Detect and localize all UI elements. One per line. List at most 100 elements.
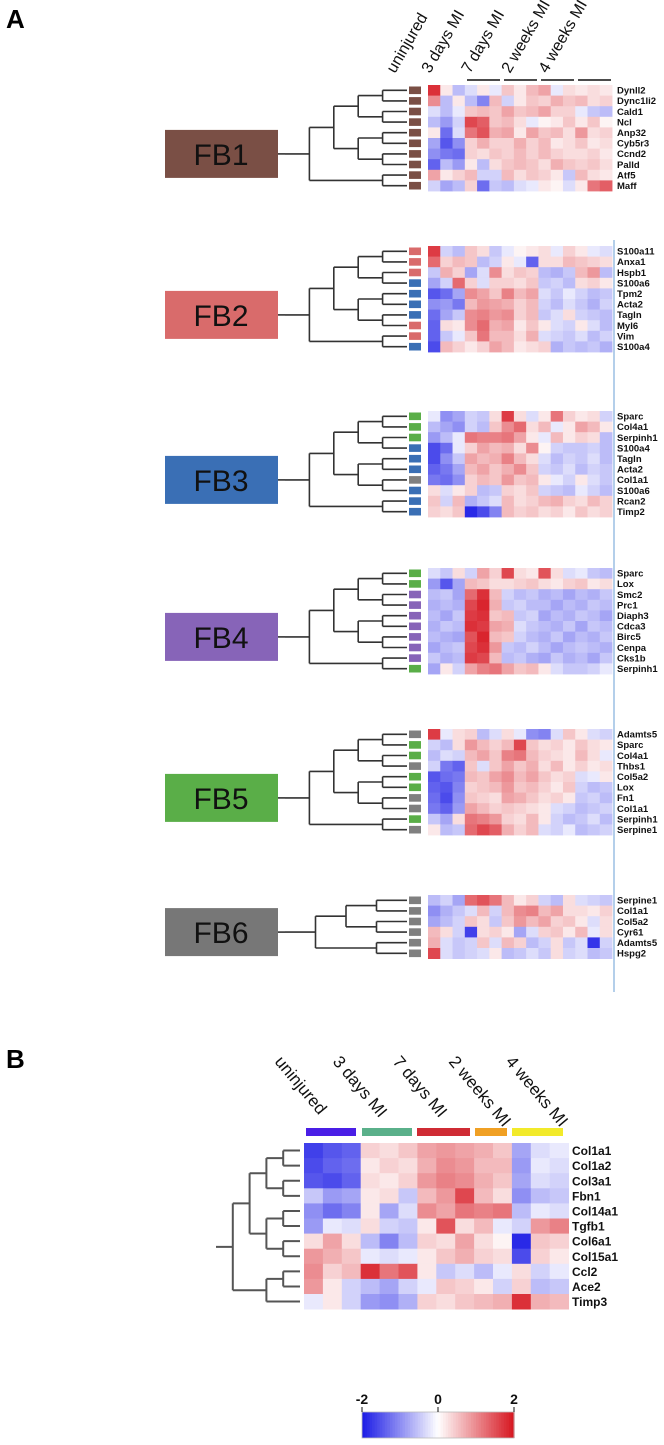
heatmap-cell [587,610,601,622]
heatmap-cell [538,663,552,675]
gene-label: Col3a1 [572,1174,612,1188]
heatmap-cell [513,116,527,128]
heatmap-cell [562,739,576,751]
heatmap-cell [550,169,564,181]
heatmap-cell [575,485,588,497]
cluster-label: FB2 [193,300,248,333]
heatmap-cell [452,106,466,118]
heatmap-cell [501,760,515,772]
cluster-marker [409,938,421,947]
heatmap-cell [587,180,601,192]
cluster-marker [409,741,421,749]
heatmap-cell [599,309,613,321]
heatmap-cell [477,771,490,783]
heatmap-cell [575,663,588,675]
gene-label: Tgfb1 [572,1220,605,1234]
heatmap-cell [489,589,503,601]
heatmap-cell [538,782,552,793]
heatmap-cell [550,792,564,804]
cluster-marker [409,590,421,599]
heatmap-cell [587,926,601,938]
colorbar-segment [453,1412,457,1438]
gene-label: Palld [617,160,640,171]
heatmap-cell [489,411,503,422]
heatmap-cell [587,578,601,590]
heatmap-cell [575,506,588,518]
heatmap-cell [538,246,552,257]
gene-label: S100a6 [617,278,650,289]
heatmap-cell [489,739,503,751]
heatmap-cell [464,729,478,740]
heatmap-cell [452,256,466,268]
heatmap-cell [587,506,601,518]
heatmap-cell [513,916,527,928]
heatmap-cell [549,1143,569,1159]
heatmap-cell [464,169,478,181]
heatmap-cell [599,116,613,128]
colorbar-segment [397,1412,401,1438]
heatmap-cell [550,652,564,664]
heatmap-cell [530,1278,551,1295]
heatmap-cell [599,631,613,643]
heatmap-cell [587,937,601,949]
heatmap-cell [464,792,478,804]
heatmap-cell [575,631,588,643]
cluster-marker [409,258,421,266]
heatmap-cell [575,895,588,906]
colorbar-segment [440,1412,444,1438]
heatmap-cell [526,95,539,107]
heatmap-cell [464,750,478,762]
heatmap-cell [513,663,527,675]
heatmap-cell [501,782,515,793]
heatmap-cell [464,610,478,622]
heatmap-cell [464,895,478,906]
heatmap-cell [474,1203,494,1219]
heatmap-cell [428,905,441,917]
heatmap-cell [452,95,466,107]
heatmap-cell [428,485,441,497]
colorbar-segment [415,1412,419,1438]
heatmap-cell [575,771,588,783]
heatmap-cell [526,309,539,321]
heatmap-cell [477,95,490,107]
heatmap-cell [452,288,466,300]
heatmap-cell [489,85,503,96]
heatmap-cell [477,485,490,497]
heatmap-cell [417,1248,437,1265]
heatmap-cell [452,421,466,433]
heatmap-cell [526,824,539,836]
heatmap-cell [587,442,601,454]
heatmap-cell [440,760,453,772]
heatmap-cell [417,1188,437,1204]
cluster-marker [409,794,421,802]
heatmap-cell [428,813,441,825]
colorbar-segment [506,1412,510,1438]
heatmap-cell [455,1143,475,1159]
heatmap-cell [440,159,453,171]
heatmap-cell [304,1188,324,1204]
heatmap-cell [489,330,503,342]
heatmap-cell [562,95,576,107]
heatmap-cell [464,652,478,664]
colorbar-segment [493,1412,497,1438]
heatmap-cell [440,506,453,518]
heatmap-cell [477,750,490,762]
heatmap-cell [550,495,564,507]
heatmap-cell [489,256,503,268]
heatmap-cell [360,1263,380,1280]
gene-label: Timp3 [572,1295,607,1309]
heatmap-cell [464,589,478,601]
gene-label: S100a6 [617,486,650,497]
heatmap-cell [474,1263,494,1280]
heatmap-cell [513,771,527,783]
heatmap-cell [501,148,515,160]
cluster-box-fb4 [165,612,278,661]
cluster-marker [409,150,421,158]
heatmap-cell [493,1294,513,1310]
colorbar-segment [481,1412,485,1438]
heatmap-cell [550,506,564,518]
heatmap-cell [501,288,515,300]
heatmap-cell [550,159,564,171]
colorbar-segment [377,1412,381,1438]
heatmap-cell [428,589,441,601]
